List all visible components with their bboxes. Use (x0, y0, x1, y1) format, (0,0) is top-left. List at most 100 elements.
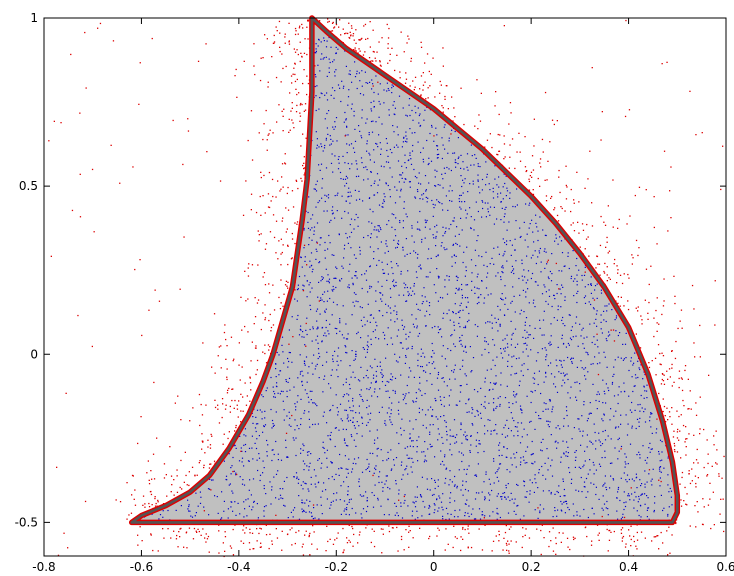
interior-point (629, 409, 631, 411)
interior-point (437, 201, 440, 203)
interior-point (354, 358, 356, 360)
interior-point (561, 337, 563, 340)
exterior-point (250, 209, 252, 211)
interior-point (459, 391, 462, 393)
exterior-point (262, 276, 264, 278)
interior-point (306, 296, 308, 298)
interior-point (391, 92, 393, 94)
interior-point (624, 343, 627, 345)
interior-point (498, 444, 500, 446)
interior-point (331, 213, 334, 215)
exterior-point (197, 60, 200, 62)
interior-point (366, 388, 368, 390)
interior-point (422, 352, 424, 354)
interior-point (426, 300, 428, 302)
exterior-point (503, 143, 506, 145)
interior-point (233, 470, 235, 472)
interior-point (462, 192, 464, 194)
interior-point (256, 438, 258, 440)
interior-point (494, 383, 496, 385)
interior-point (315, 50, 317, 52)
interior-point (361, 70, 363, 72)
interior-point (334, 217, 336, 219)
interior-point (533, 299, 535, 301)
interior-point (574, 466, 576, 468)
exterior-point (196, 474, 198, 476)
interior-point (490, 430, 492, 432)
interior-point (529, 202, 531, 204)
interior-point (497, 469, 499, 471)
exterior-point (264, 212, 266, 214)
interior-point (430, 446, 432, 448)
interior-point (545, 251, 547, 253)
interior-point (500, 297, 502, 299)
exterior-point (559, 191, 561, 194)
interior-point (429, 424, 431, 426)
interior-point (460, 489, 462, 491)
interior-point (612, 478, 614, 480)
interior-point (472, 508, 474, 510)
interior-point (496, 518, 498, 520)
interior-point (428, 162, 430, 165)
interior-point (436, 145, 438, 147)
exterior-point (682, 399, 684, 402)
interior-point (378, 230, 380, 233)
exterior-point (532, 169, 535, 171)
interior-point (365, 166, 367, 168)
interior-point (315, 52, 317, 54)
exterior-point (392, 527, 394, 529)
interior-point (383, 89, 385, 91)
interior-point (623, 472, 625, 474)
interior-point (451, 129, 453, 131)
interior-point (474, 474, 476, 476)
interior-point (377, 497, 379, 499)
interior-point (380, 241, 382, 243)
exterior-point (558, 288, 560, 290)
interior-point (520, 409, 522, 411)
interior-point (348, 287, 350, 289)
interior-point (389, 167, 391, 169)
interior-point (414, 506, 417, 508)
exterior-point (225, 338, 227, 341)
interior-point (480, 403, 482, 406)
interior-point (540, 392, 542, 395)
exterior-point (347, 32, 349, 35)
interior-point (477, 414, 479, 416)
interior-point (304, 389, 306, 391)
interior-point (289, 389, 291, 391)
interior-point (526, 344, 528, 346)
exterior-point (260, 546, 262, 548)
interior-point (537, 383, 539, 386)
interior-point (556, 447, 558, 449)
exterior-point (210, 463, 212, 465)
interior-point (434, 479, 436, 481)
interior-point (527, 246, 529, 248)
interior-point (433, 207, 435, 209)
exterior-point (264, 344, 266, 346)
interior-point (406, 216, 408, 218)
interior-point (602, 485, 604, 487)
interior-point (406, 454, 408, 456)
interior-point (520, 457, 522, 459)
exterior-point (331, 30, 334, 32)
exterior-point (291, 119, 293, 121)
interior-point (462, 161, 464, 163)
interior-point (375, 142, 377, 145)
exterior-point (307, 38, 309, 40)
interior-point (638, 498, 640, 500)
interior-point (620, 391, 622, 393)
exterior-point (623, 273, 625, 275)
interior-point (326, 112, 328, 115)
exterior-point (236, 473, 238, 476)
exterior-point (391, 47, 393, 49)
interior-point (466, 411, 468, 413)
interior-point (428, 362, 430, 364)
exterior-point (183, 236, 185, 238)
interior-point (531, 462, 533, 464)
interior-point (526, 446, 529, 448)
exterior-point (115, 499, 117, 501)
interior-point (435, 235, 437, 238)
interior-point (463, 182, 465, 184)
interior-point (351, 468, 354, 470)
interior-point (444, 279, 446, 281)
